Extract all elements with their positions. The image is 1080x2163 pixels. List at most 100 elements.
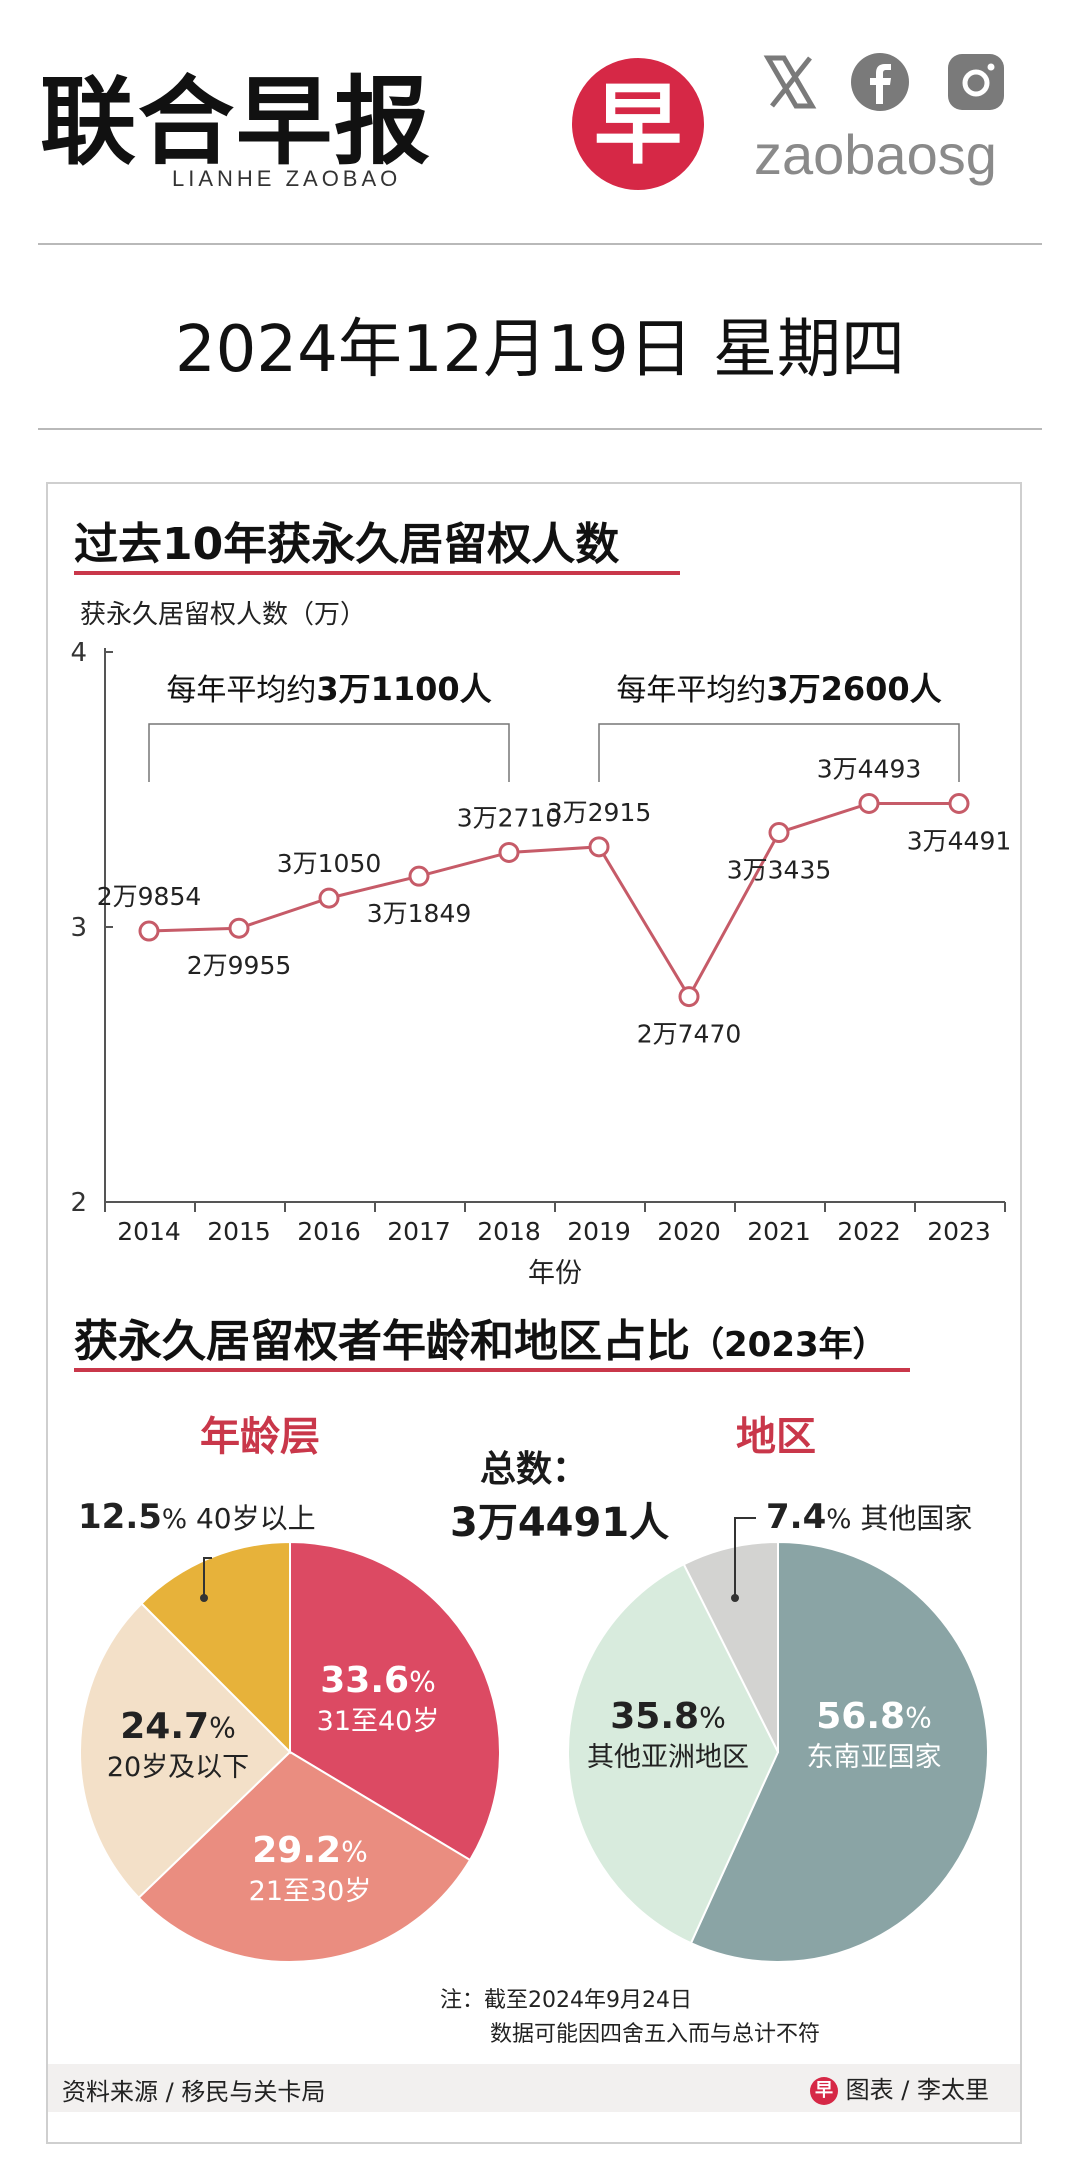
slice-category-label: 20岁及以下 [107, 1752, 249, 1783]
slice-category-label: 东南亚国家 [807, 1742, 942, 1773]
logo-subtitle: LIANHE ZAOBAO [172, 166, 402, 191]
x-tick-label: 2016 [297, 1217, 361, 1246]
slice-percent-sign: % [826, 1504, 851, 1535]
facebook-icon[interactable] [850, 52, 910, 112]
data-label: 2万9854 [97, 882, 202, 911]
data-point [948, 792, 970, 814]
line-chart-title: 过去10年获永久居留权人数 [74, 519, 620, 570]
average-annotation-value: 3万2600人 [766, 670, 941, 708]
graphic-credit: 早 图表 / 李太里 [810, 2070, 989, 2105]
data-point [498, 841, 520, 863]
slice-percent: 7.4% 其他国家 [766, 1497, 972, 1537]
data-label: 3万4491 [907, 826, 1012, 855]
x-tick-label: 2023 [927, 1217, 991, 1246]
slice-percent: 24.7% [120, 1706, 236, 1747]
slice-percent-sign: % [162, 1504, 187, 1535]
data-point [768, 822, 790, 844]
pie-slice [79, 1602, 292, 1900]
credit-text: 图表 / 李太里 [845, 2076, 989, 2104]
data-point [138, 920, 160, 942]
pie-section-underline [74, 1368, 910, 1372]
slice-percent: 33.6% [320, 1660, 436, 1701]
leader-line [734, 1517, 756, 1595]
pie-section-title-year: （2023年） [690, 1325, 887, 1365]
slice-percent-value: 29.2 [252, 1830, 341, 1871]
average-annotation-prefix: 每年平均约 [166, 673, 316, 708]
pie-slice [137, 1750, 472, 1964]
y-tick-label: 3 [70, 913, 87, 943]
slice-category-label: 其他亚洲地区 [587, 1742, 749, 1773]
x-axis-label: 年份 [528, 1258, 582, 1289]
data-label: 2万9955 [187, 951, 292, 980]
slice-percent: 12.5% 40岁以上 [78, 1497, 316, 1537]
slice-percent-value: 33.6 [320, 1660, 409, 1701]
x-tick-label: 2020 [657, 1217, 721, 1246]
pie-slice [567, 1562, 780, 1945]
zaobao-badge[interactable]: 早 [572, 58, 704, 190]
issue-date: 2024年12月19日 星期四 [174, 313, 906, 387]
slice-percent-value: 56.8 [816, 1696, 905, 1737]
data-label: 3万2915 [547, 798, 652, 827]
y-tick-label: 2 [70, 1188, 87, 1218]
social-handle[interactable]: zaobaosg [754, 123, 997, 186]
data-label: 2万7470 [637, 1020, 742, 1049]
note: 注：截至2024年9月24日 数据可能因四舍五入而与总计不符 [440, 1984, 820, 2052]
average-annotation-prefix: 每年平均约 [616, 673, 766, 708]
footer-bar [48, 2064, 1020, 2112]
date-divider [38, 428, 1042, 430]
x-tick-label: 2019 [567, 1217, 631, 1246]
average-bracket [148, 723, 510, 782]
total-label: 总数： [480, 1449, 589, 1490]
line-chart-title-underline [74, 571, 680, 575]
series-line [148, 801, 960, 1000]
instagram-icon[interactable] [946, 52, 1006, 112]
slice-category-label: 31至40岁 [317, 1706, 440, 1737]
x-tick-label: 2015 [207, 1217, 271, 1246]
leader-dot [200, 1594, 208, 1602]
data-point [588, 836, 610, 858]
slice-category-label: 40岁以上 [187, 1502, 316, 1535]
data-point [318, 887, 340, 909]
source-credit: 资料来源 / 移民与关卡局 [62, 2078, 326, 2106]
average-annotation-value: 3万1100人 [316, 670, 491, 708]
slice-percent-sign: % [699, 1702, 726, 1735]
logo-wordmark: 联合早报 [40, 65, 432, 178]
slice-percent: 29.2% [252, 1830, 368, 1871]
pie-slice [689, 1540, 989, 1963]
age-subtitle: 年龄层 [200, 1414, 320, 1460]
data-label: 3万2710 [457, 803, 562, 832]
pie-section-title: 获永久居留权者年龄和地区占比（2023年） [74, 1305, 887, 1369]
note-line-2: 数据可能因四舍五入而与总计不符 [490, 2022, 821, 2047]
slice-percent-sign: % [341, 1836, 368, 1869]
x-tick-label: 2022 [837, 1217, 901, 1246]
top-divider [38, 243, 1042, 245]
data-point [228, 917, 250, 939]
slice-percent-value: 35.8 [610, 1696, 699, 1737]
pie-section-title-main: 获永久居留权者年龄和地区占比 [74, 1316, 690, 1367]
slice-percent-value: 24.7 [120, 1706, 209, 1747]
line-chart: 2 3 4 2014 2015 2016 2017 2018 2019 2020 2021 2022 2… [70, 638, 1012, 1289]
region-subtitle: 地区 [736, 1414, 816, 1460]
pie-slice [289, 1540, 501, 1862]
data-point [858, 792, 880, 814]
data-point [678, 986, 700, 1008]
x-tick-label: 2021 [747, 1217, 811, 1246]
slice-percent-value: 12.5 [78, 1497, 162, 1537]
x-tick-label: 2018 [477, 1217, 541, 1246]
slice-percent-value: 7.4 [766, 1497, 826, 1537]
x-tick-label: 2014 [117, 1217, 181, 1246]
slice-percent: 35.8% [610, 1696, 726, 1737]
total-value: 3万4491人 [450, 1500, 670, 1546]
average-bracket [598, 723, 960, 782]
slice-percent-sign: % [209, 1712, 236, 1745]
slice-percent: 56.8% [816, 1696, 932, 1737]
note-line-1: 注：截至2024年9月24日 [440, 1988, 692, 2013]
slice-percent-sign: % [905, 1702, 932, 1735]
data-label: 3万3435 [727, 856, 832, 885]
leader-line [203, 1557, 212, 1595]
leader-dot [731, 1594, 739, 1602]
average-annotation: 每年平均约3万1100人 [166, 670, 491, 708]
slice-category-label: 21至30岁 [249, 1876, 372, 1907]
x-icon[interactable] [760, 52, 820, 112]
